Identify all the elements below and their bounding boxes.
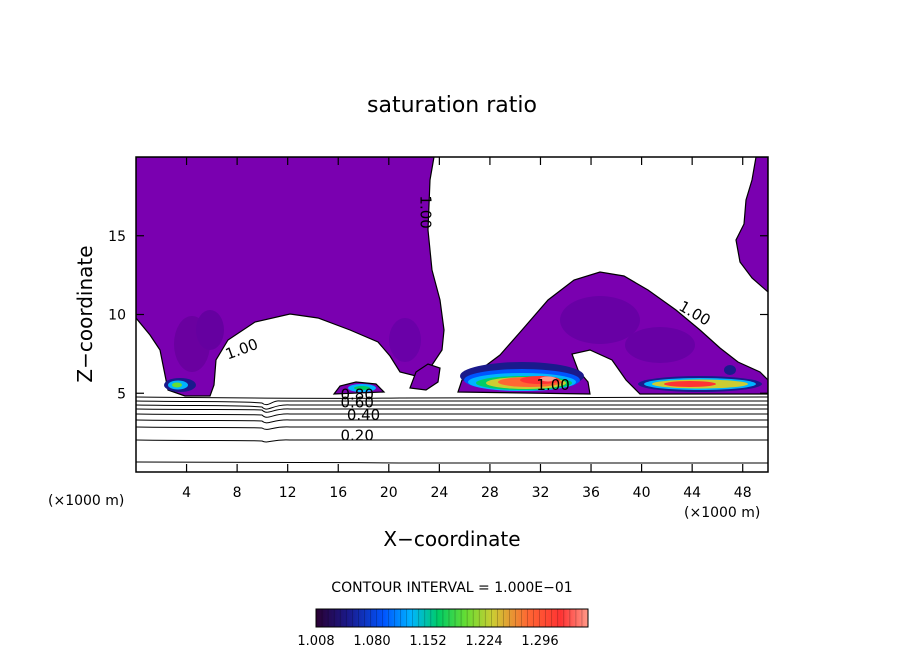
high-ratio-right [638, 365, 762, 392]
colorbar-tick-label: 1.080 [353, 634, 390, 649]
colorbar-stripes [321, 609, 583, 627]
y-tick-label: 15 [108, 229, 126, 245]
x-tick-label: 24 [430, 485, 448, 501]
colorbar-tick-label: 1.296 [521, 634, 558, 649]
x-tick-label: 44 [683, 485, 701, 501]
contour-label: 0.60 [340, 393, 373, 411]
cloud-region-mid-small [409, 363, 441, 391]
x-tick-label: 20 [380, 485, 398, 501]
colorbar-tick-label: 1.224 [465, 634, 502, 649]
x-tick-label: 8 [233, 485, 242, 501]
contour-label: 0.80 [340, 386, 373, 404]
high-ratio-small [348, 384, 376, 392]
high-ratio-center [460, 362, 584, 391]
shade [625, 327, 695, 363]
colorbar [315, 608, 589, 628]
contour-interval-note: CONTOUR INTERVAL = 1.000E−01 [331, 580, 572, 596]
shade [389, 318, 421, 362]
y-axis-unit-label: (×1000 m) [48, 493, 124, 509]
plot-area [136, 157, 768, 464]
shade [560, 296, 640, 344]
high-ratio-left [164, 378, 196, 392]
x-tick-label: 12 [279, 485, 297, 501]
x-tick-label: 28 [481, 485, 499, 501]
cloud-region-right-top [735, 157, 768, 293]
contour-label: 0.20 [340, 427, 373, 445]
x-axis-title: X−coordinate [383, 527, 520, 551]
x-tick-label: 40 [633, 485, 651, 501]
colorbar-ticks: 1.008 1.080 1.152 1.224 1.296 [297, 634, 558, 649]
x-tick-label: 32 [532, 485, 550, 501]
x-tick-label: 48 [734, 485, 752, 501]
x-axis-unit-label: (×1000 m) [684, 505, 760, 521]
contour-label: 0.40 [347, 406, 380, 424]
contour-label: 1.00 [416, 195, 434, 228]
chart-title: saturation ratio [367, 93, 537, 118]
contour-lines [136, 396, 768, 464]
x-tick-label: 36 [582, 485, 600, 501]
x-tick-label: 16 [329, 485, 347, 501]
x-axis: 4 8 12 16 20 24 28 32 36 40 44 48 [182, 157, 752, 501]
shade [196, 310, 224, 350]
colorbar-tick-label: 1.008 [297, 634, 334, 649]
y-tick-label: 5 [117, 386, 126, 402]
contour-label: 1.00 [536, 376, 569, 394]
x-tick-label: 4 [182, 485, 191, 501]
y-tick-label: 10 [108, 308, 126, 324]
y-axis-title: Z−coordinate [73, 245, 97, 382]
colorbar-tick-label: 1.152 [409, 634, 446, 649]
y-axis: 5 10 15 [108, 229, 768, 402]
